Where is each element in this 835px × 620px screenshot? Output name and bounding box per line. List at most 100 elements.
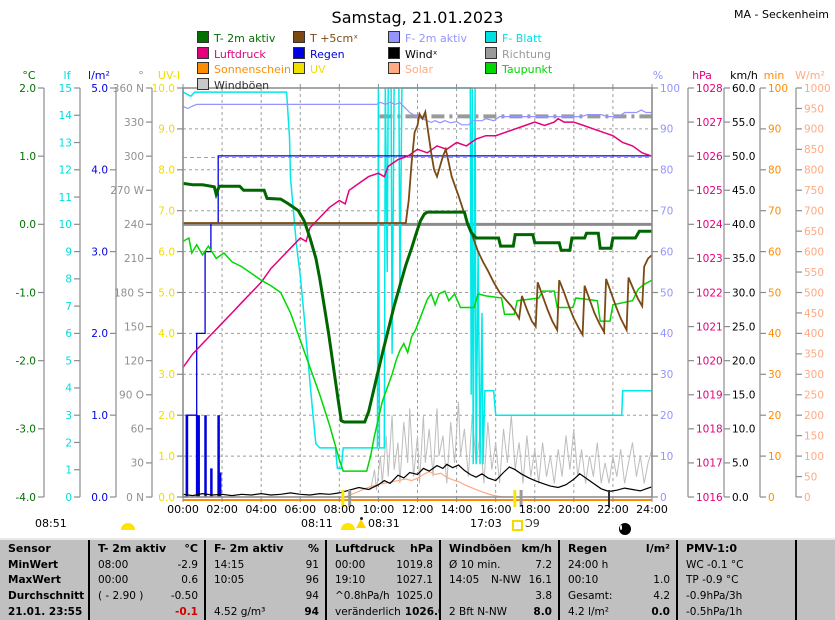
svg-text:40.0: 40.0 (732, 219, 755, 231)
svg-text:0: 0 (65, 492, 72, 504)
svg-text:60.0: 60.0 (732, 83, 755, 95)
svg-text:60: 60 (131, 424, 144, 436)
svg-text:1024: 1024 (696, 219, 723, 231)
legend-label: Richtung (502, 47, 551, 61)
table-cell: -0.9hPa/3h (676, 588, 795, 604)
svg-text:20: 20 (768, 410, 781, 422)
svg-text:270 W: 270 W (110, 185, 144, 197)
sunrise-dot-icon (360, 517, 363, 520)
svg-text:50: 50 (768, 287, 781, 299)
table-cell: -0.1 (88, 603, 204, 620)
table-cell: 24:00 h (558, 557, 676, 573)
sunrise-time: 08:31 (368, 517, 400, 530)
svg-text:300: 300 (124, 151, 144, 163)
table-cell: 10:05 96 (204, 572, 325, 588)
legend-swatch (485, 31, 497, 43)
svg-text:950: 950 (804, 103, 824, 115)
table-cell: Ø 10 min. 7.2 (439, 557, 558, 573)
svg-text:30.0: 30.0 (732, 287, 755, 299)
svg-text:50: 50 (660, 287, 673, 299)
legend-swatch (388, 46, 400, 59)
svg-text:8.0: 8.0 (158, 165, 175, 177)
svg-text:550: 550 (804, 267, 824, 279)
legend-item-solar: Solar (388, 62, 433, 76)
svg-text:200: 200 (804, 410, 824, 422)
half-sun-icon (121, 523, 135, 530)
x-axis-labels: 00:00 02:00 04:00 06:00 08:00 10:00 12:00 14:00… (167, 503, 668, 516)
svg-text:16:00: 16:00 (480, 503, 512, 516)
legend-swatch (197, 77, 209, 90)
legend-label: Regen (310, 47, 345, 61)
svg-text:14:00: 14:00 (441, 503, 473, 516)
svg-text:5.0: 5.0 (732, 458, 749, 470)
legend-item-f-blatt: F- Blatt (485, 31, 542, 45)
series-f-2m (182, 101, 652, 126)
sunrise-arrow-icon (356, 519, 366, 528)
svg-text:-4.0: -4.0 (16, 492, 37, 504)
svg-text:9: 9 (65, 246, 72, 258)
legend-item-richtung: Richtung (485, 46, 551, 61)
svg-text:3: 3 (65, 410, 72, 422)
svg-text:2.0: 2.0 (19, 83, 36, 95)
legend-label: F- 2m aktiv (405, 32, 467, 45)
svg-text:04:00: 04:00 (245, 503, 277, 516)
table-cell: WC -0.1 °C (676, 557, 795, 573)
legend-item-uv: UV (293, 62, 326, 76)
svg-text:-2.0: -2.0 (16, 355, 37, 367)
table-header-PMV-1:0: PMV-1:0 (676, 540, 795, 557)
svg-text:1028: 1028 (696, 83, 723, 95)
sunset-icon (512, 520, 523, 531)
svg-text:1018: 1018 (696, 424, 723, 436)
dawn-sun-icon (341, 523, 355, 530)
new-moon-icon (619, 523, 631, 535)
svg-text:20: 20 (660, 410, 673, 422)
svg-text:30: 30 (131, 458, 144, 470)
svg-text:850: 850 (804, 144, 824, 156)
series-luftdruck (182, 117, 653, 368)
svg-text:5: 5 (65, 355, 72, 367)
svg-text:750: 750 (804, 185, 824, 197)
dawn-time: 08:11 (301, 517, 333, 530)
svg-text:1: 1 (65, 465, 72, 477)
svg-text:10: 10 (59, 219, 72, 231)
plot-frame (182, 87, 653, 498)
table-row-label: MinWert (8, 558, 59, 571)
table-cell: 00:00 1019.8 (325, 557, 439, 573)
svg-text:250: 250 (804, 390, 824, 402)
svg-text:80: 80 (660, 165, 673, 177)
svg-text:13: 13 (59, 137, 72, 149)
svg-text:10.0: 10.0 (152, 83, 175, 95)
svg-text:18:00: 18:00 (519, 503, 551, 516)
legend-swatch (485, 62, 497, 74)
svg-text:1022: 1022 (696, 287, 723, 299)
svg-text:1019: 1019 (696, 390, 723, 402)
svg-text:30: 30 (660, 369, 673, 381)
svg-text:12:00: 12:00 (402, 503, 434, 516)
svg-text:50.0: 50.0 (732, 151, 755, 163)
table-cell: 4.52 g/m³ 94 (204, 603, 325, 620)
svg-text:350: 350 (804, 349, 824, 361)
series-t-2m (182, 181, 652, 424)
svg-text:1016: 1016 (696, 492, 723, 504)
legend-swatch (197, 62, 209, 74)
axis-dir: °360 N 330 300 270 W 240 210 180 S 150 120 90 O 60… (110, 69, 153, 504)
table-cell: 2 Bft N-NW 8.0 (439, 603, 558, 620)
svg-text:400: 400 (804, 328, 824, 340)
svg-text:22:00: 22:00 (597, 503, 629, 516)
svg-text:650: 650 (804, 226, 824, 238)
axis-wm2: W/m²100095090085080075070065060055050045… (795, 69, 831, 504)
svg-text:4.0: 4.0 (91, 165, 108, 177)
svg-text:150: 150 (804, 430, 824, 442)
table-header-Regen: Regen l/m² (558, 540, 676, 557)
legend-item-f-2m-aktiv: F- 2m aktiv (388, 31, 467, 45)
svg-text:4.0: 4.0 (158, 328, 175, 340)
svg-text:0: 0 (804, 492, 811, 504)
legend-label: F- Blatt (502, 32, 542, 45)
table-header-F- 2m aktiv: F- 2m aktiv% (204, 540, 325, 557)
svg-text:500: 500 (804, 287, 824, 299)
svg-text:1000: 1000 (804, 83, 831, 95)
svg-text:210: 210 (124, 253, 144, 265)
svg-text:60: 60 (768, 246, 781, 258)
